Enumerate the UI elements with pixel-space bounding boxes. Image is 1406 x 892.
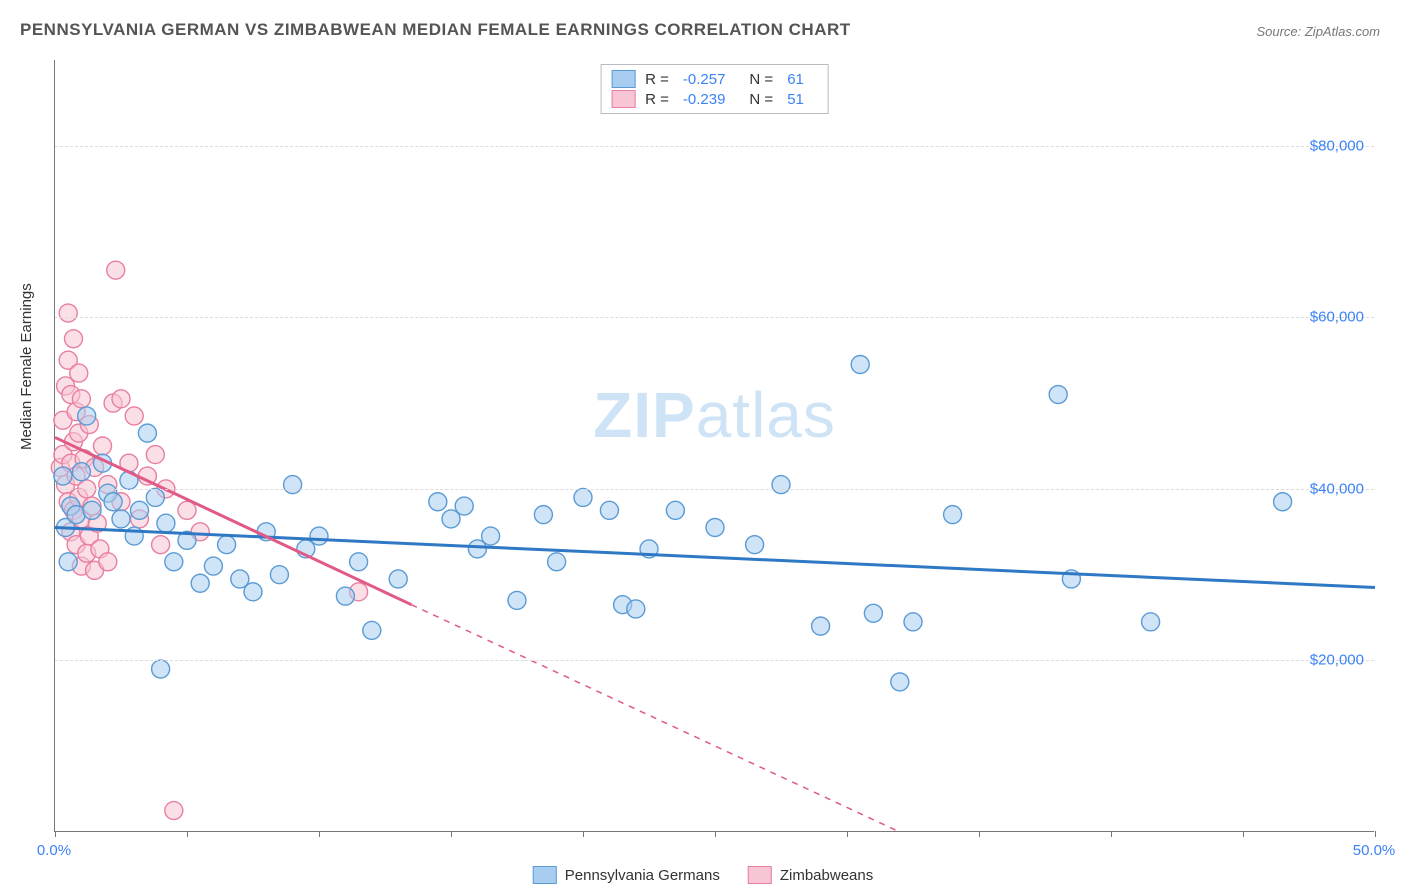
x-tick	[187, 831, 188, 837]
scatter-point	[429, 493, 447, 511]
scatter-point	[94, 437, 112, 455]
legend-item: Zimbabweans	[748, 866, 873, 884]
scatter-point	[310, 527, 328, 545]
scatter-point	[152, 660, 170, 678]
scatter-point	[112, 510, 130, 528]
scatter-point	[204, 557, 222, 575]
scatter-point	[146, 488, 164, 506]
plot-svg	[55, 60, 1374, 831]
legend-swatch	[533, 866, 557, 884]
scatter-point	[666, 501, 684, 519]
scatter-point	[1142, 613, 1160, 631]
scatter-point	[1274, 493, 1292, 511]
scatter-point	[904, 613, 922, 631]
scatter-point	[70, 364, 88, 382]
legend-label: Pennsylvania Germans	[565, 867, 720, 884]
legend-swatch	[748, 866, 772, 884]
legend-label: Zimbabweans	[780, 867, 873, 884]
trend-line-dashed	[411, 605, 899, 832]
scatter-point	[72, 390, 90, 408]
correlation-chart: ZIPatlas R = -0.257 N = 61 R = -0.239 N …	[54, 60, 1374, 832]
scatter-point	[746, 536, 764, 554]
x-tick	[1375, 831, 1376, 837]
scatter-point	[165, 553, 183, 571]
scatter-point	[812, 617, 830, 635]
scatter-point	[336, 587, 354, 605]
scatter-point	[54, 467, 72, 485]
x-tick	[715, 831, 716, 837]
scatter-point	[59, 304, 77, 322]
scatter-point	[548, 553, 566, 571]
page-title: PENNSYLVANIA GERMAN VS ZIMBABWEAN MEDIAN…	[20, 20, 851, 40]
y-tick-label: $60,000	[1310, 309, 1364, 326]
scatter-point	[146, 446, 164, 464]
x-tick	[979, 831, 980, 837]
scatter-point	[534, 506, 552, 524]
legend-item: Pennsylvania Germans	[533, 866, 720, 884]
scatter-point	[83, 501, 101, 519]
scatter-point	[138, 424, 156, 442]
y-axis-label: Median Female Earnings	[18, 283, 35, 450]
scatter-point	[270, 566, 288, 584]
y-tick-label: $40,000	[1310, 480, 1364, 497]
scatter-point	[59, 553, 77, 571]
x-tick-label: 50.0%	[1353, 842, 1396, 859]
y-tick-label: $20,000	[1310, 652, 1364, 669]
scatter-point	[72, 463, 90, 481]
scatter-point	[178, 501, 196, 519]
scatter-point	[165, 802, 183, 820]
scatter-point	[218, 536, 236, 554]
scatter-point	[125, 407, 143, 425]
scatter-point	[350, 553, 368, 571]
gridline	[55, 317, 1374, 318]
gridline	[55, 146, 1374, 147]
scatter-point	[284, 476, 302, 494]
scatter-point	[99, 553, 117, 571]
scatter-point	[191, 574, 209, 592]
scatter-point	[389, 570, 407, 588]
scatter-point	[1049, 386, 1067, 404]
x-tick	[1243, 831, 1244, 837]
y-tick-label: $80,000	[1310, 137, 1364, 154]
scatter-point	[244, 583, 262, 601]
scatter-point	[107, 261, 125, 279]
scatter-point	[363, 621, 381, 639]
x-tick	[847, 831, 848, 837]
x-tick	[319, 831, 320, 837]
x-tick	[451, 831, 452, 837]
scatter-point	[67, 506, 85, 524]
x-tick-label: 0.0%	[37, 842, 71, 859]
scatter-point	[891, 673, 909, 691]
scatter-point	[864, 604, 882, 622]
scatter-point	[104, 493, 122, 511]
scatter-point	[851, 356, 869, 374]
scatter-point	[130, 501, 148, 519]
scatter-point	[455, 497, 473, 515]
scatter-point	[482, 527, 500, 545]
scatter-point	[772, 476, 790, 494]
scatter-point	[64, 330, 82, 348]
scatter-point	[508, 591, 526, 609]
scatter-point	[112, 390, 130, 408]
scatter-point	[157, 514, 175, 532]
scatter-point	[706, 518, 724, 536]
scatter-point	[78, 407, 96, 425]
gridline	[55, 489, 1374, 490]
gridline	[55, 660, 1374, 661]
scatter-point	[574, 488, 592, 506]
x-tick	[583, 831, 584, 837]
x-tick	[1111, 831, 1112, 837]
scatter-point	[944, 506, 962, 524]
source-label: Source: ZipAtlas.com	[1256, 24, 1380, 39]
legend-series: Pennsylvania Germans Zimbabweans	[533, 866, 873, 884]
scatter-point	[627, 600, 645, 618]
scatter-point	[152, 536, 170, 554]
scatter-point	[600, 501, 618, 519]
x-tick	[55, 831, 56, 837]
